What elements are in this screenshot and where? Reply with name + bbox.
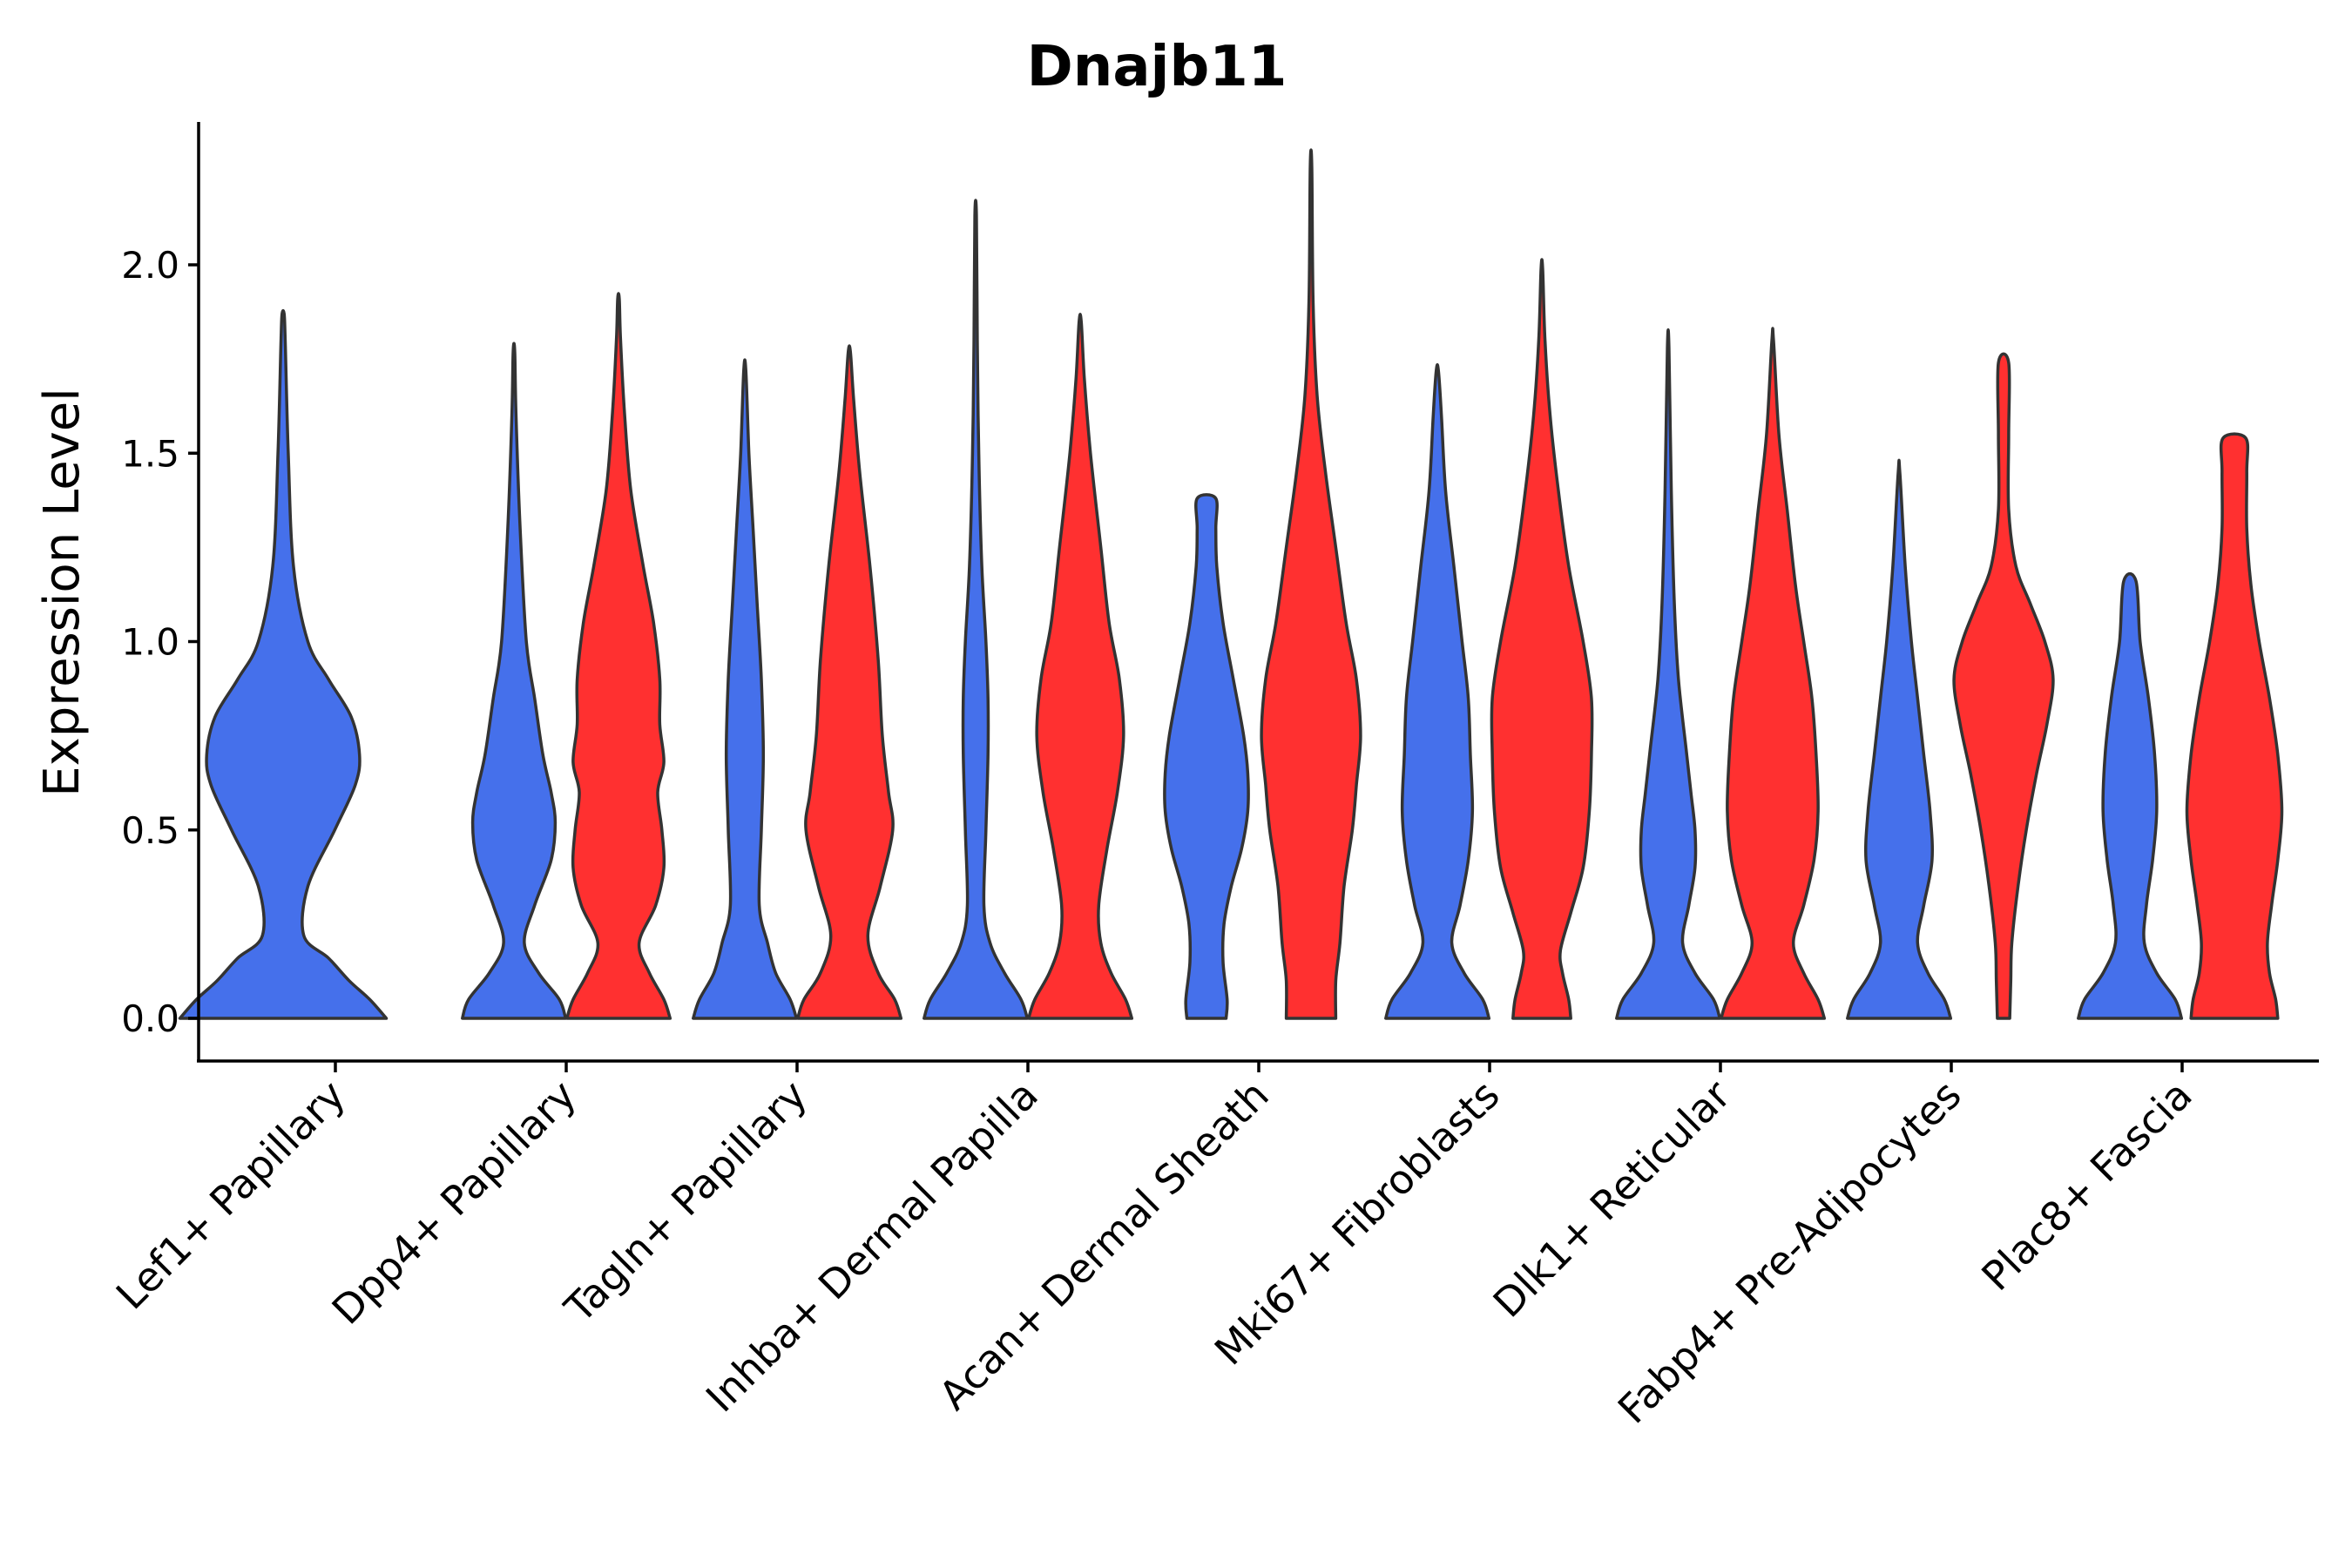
violin-group-1 xyxy=(923,199,1030,1020)
violin-group-2 xyxy=(565,292,672,1020)
violin-group-2 xyxy=(796,344,903,1020)
x-tick-label: Tagln+ Papillary xyxy=(555,1071,816,1333)
y-axis-label: Expression Level xyxy=(34,388,91,797)
violin-group-1 xyxy=(1163,493,1250,1020)
x-tick-label: Dpp4+ Papillary xyxy=(323,1071,585,1334)
violin-group-2 xyxy=(1720,327,1827,1020)
violin-group-1 xyxy=(692,358,799,1020)
y-tick-label: 2.0 xyxy=(121,244,179,287)
violin-group-2 xyxy=(1952,352,2055,1020)
violin-group-1 xyxy=(178,308,389,1020)
x-tick-label: Dlk1+ Reticular xyxy=(1484,1071,1740,1327)
violin-group-1 xyxy=(2077,571,2184,1020)
chart-title: Dnajb11 xyxy=(1027,35,1288,99)
violin-group-1 xyxy=(461,341,568,1020)
violin-group-2 xyxy=(1490,258,1594,1020)
violin-group-1 xyxy=(1846,458,1953,1020)
y-tick-label: 1.0 xyxy=(121,621,179,664)
x-tick-label: Plac8+ Fascia xyxy=(1972,1071,2200,1300)
violin-group-2 xyxy=(2185,432,2284,1020)
violin-group-1 xyxy=(1384,362,1491,1020)
violin-group-2 xyxy=(1027,313,1134,1020)
y-ticks: 0.0 0.5 1.0 1.5 2.0 xyxy=(121,244,199,1040)
x-tick-label: Lef1+ Papillary xyxy=(107,1071,355,1319)
y-tick-label: 0.0 xyxy=(121,997,179,1040)
y-tick-label: 0.5 xyxy=(121,809,179,852)
violins-layer xyxy=(178,148,2284,1020)
violin-group-2 xyxy=(1260,148,1362,1020)
y-tick-label: 1.5 xyxy=(121,432,179,475)
violin-group-1 xyxy=(1615,328,1722,1020)
